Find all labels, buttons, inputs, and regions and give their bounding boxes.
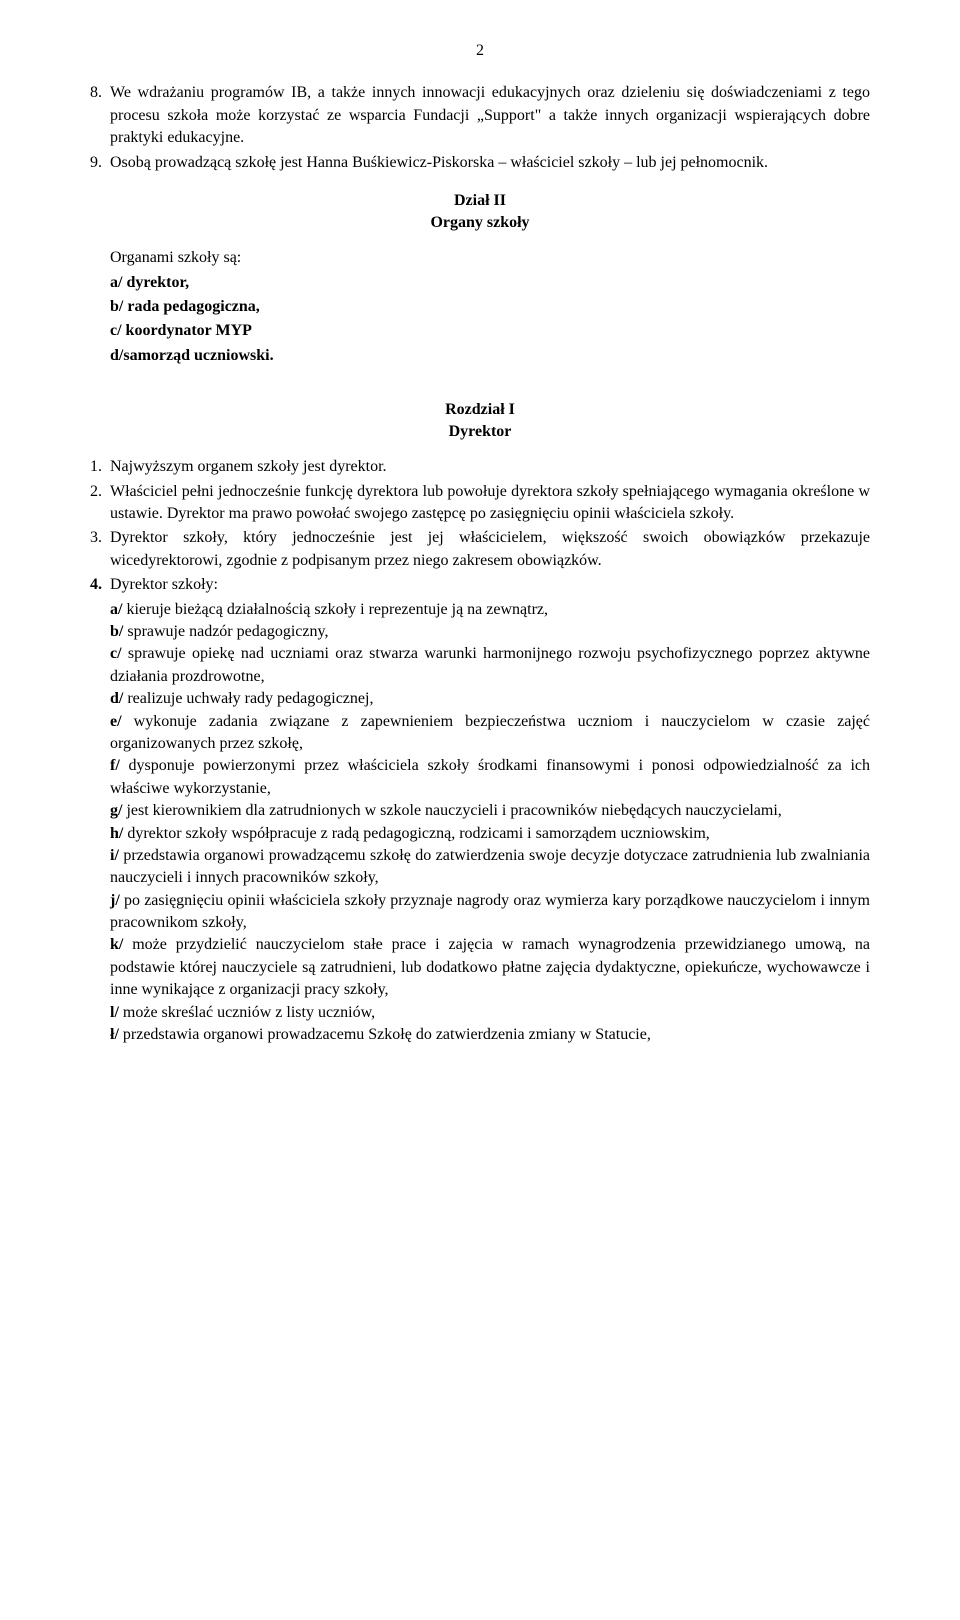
- subitem-b: b/ sprawuje nadzór pedagogiczny,: [110, 621, 870, 643]
- sub-text: przedstawia organowi prowadzącemu szkołę…: [110, 847, 870, 886]
- organy-a-label: a/ dyrektor,: [110, 274, 189, 291]
- sub-label: e/: [110, 713, 122, 730]
- list-item-3: 3. Dyrektor szkoły, który jednocześnie j…: [90, 527, 870, 572]
- subitem-k: k/ może przydzielić nauczycielom stałe p…: [110, 934, 870, 1001]
- list-item-4: 4. Dyrektor szkoły:: [90, 574, 870, 596]
- subitem-g: g/ jest kierownikiem dla zatrudnionych w…: [110, 800, 870, 822]
- item-number: 1.: [90, 456, 110, 478]
- subitem-a: a/ kieruje bieżącą działalnością szkoły …: [110, 599, 870, 621]
- list-item-1: 1. Najwyższym organem szkoły jest dyrekt…: [90, 456, 870, 478]
- sub-label: a/: [110, 601, 122, 618]
- sub-text: sprawuje nadzór pedagogiczny,: [123, 623, 328, 640]
- subitem-j: j/ po zasięgnięciu opinii właściciela sz…: [110, 890, 870, 935]
- item-text: Właściciel pełni jednocześnie funkcję dy…: [110, 481, 870, 526]
- organy-item-c: c/ koordynator MYP: [110, 320, 870, 342]
- sub-label: d/: [110, 690, 123, 707]
- sub-text: przedstawia organowi prowadzacemu Szkołę…: [119, 1026, 651, 1043]
- organy-item-a: a/ dyrektor,: [110, 272, 870, 294]
- subitem-h: h/ dyrektor szkoły współpracuje z radą p…: [110, 823, 870, 845]
- item-number: 8.: [90, 82, 110, 149]
- organy-c-label: c/ koordynator MYP: [110, 322, 252, 339]
- sub-label: g/: [110, 802, 122, 819]
- subitem-i: i/ przedstawia organowi prowadzącemu szk…: [110, 845, 870, 890]
- list-item-9: 9. Osobą prowadzącą szkołę jest Hanna Bu…: [90, 152, 870, 174]
- sub-label: ł/: [110, 1026, 119, 1043]
- sub-label: j/: [110, 892, 120, 909]
- subitem-f: f/ dysponuje powierzonymi przez właścici…: [110, 755, 870, 800]
- sub-text: realizuje uchwały rady pedagogicznej,: [123, 690, 373, 707]
- heading-line-1: Dział II: [90, 190, 870, 212]
- organy-list: Organami szkoły są: a/ dyrektor, b/ rada…: [110, 247, 870, 367]
- section-heading-dzial-2: Dział II Organy szkoły: [90, 190, 870, 233]
- page-number: 2: [90, 40, 870, 62]
- sub-text: wykonuje zadania związane z zapewnieniem…: [110, 713, 870, 752]
- item-number: 4.: [90, 574, 110, 596]
- list-item-8: 8. We wdrażaniu programów IB, a także in…: [90, 82, 870, 149]
- heading-line-2: Dyrektor: [90, 421, 870, 443]
- item-number: 3.: [90, 527, 110, 572]
- organy-intro: Organami szkoły są:: [110, 247, 870, 269]
- subitem-ll: ł/ przedstawia organowi prowadzacemu Szk…: [110, 1024, 870, 1046]
- item-text: Najwyższym organem szkoły jest dyrektor.: [110, 456, 870, 478]
- sub-label: f/: [110, 757, 120, 774]
- sub-label: c/: [110, 645, 122, 662]
- item-text: Dyrektor szkoły:: [110, 574, 870, 596]
- list-item-2: 2. Właściciel pełni jednocześnie funkcję…: [90, 481, 870, 526]
- section-heading-rozdzial-1: Rozdział I Dyrektor: [90, 399, 870, 442]
- item-text: We wdrażaniu programów IB, a także innyc…: [110, 82, 870, 149]
- sub-label: b/: [110, 623, 123, 640]
- subitem-l: l/ może skreślać uczniów z listy uczniów…: [110, 1002, 870, 1024]
- sub-text: dysponuje powierzonymi przez właściciela…: [110, 757, 870, 796]
- item-number: 2.: [90, 481, 110, 526]
- organy-item-d: d/samorząd uczniowski.: [110, 345, 870, 367]
- sub-text: dyrektor szkoły współpracuje z radą peda…: [123, 825, 709, 842]
- sub-text: może skreślać uczniów z listy uczniów,: [119, 1004, 375, 1021]
- item-text: Dyrektor szkoły, który jednocześnie jest…: [110, 527, 870, 572]
- sub-label: i/: [110, 847, 119, 864]
- subitem-d: d/ realizuje uchwały rady pedagogicznej,: [110, 688, 870, 710]
- organy-item-b: b/ rada pedagogiczna,: [110, 296, 870, 318]
- sub-label: l/: [110, 1004, 119, 1021]
- item-text: Osobą prowadzącą szkołę jest Hanna Buśki…: [110, 152, 870, 174]
- heading-line-1: Rozdział I: [90, 399, 870, 421]
- organy-b-label: b/ rada pedagogiczna,: [110, 298, 260, 315]
- subitem-e: e/ wykonuje zadania związane z zapewnien…: [110, 711, 870, 756]
- subitem-c: c/ sprawuje opiekę nad uczniami oraz stw…: [110, 643, 870, 688]
- sub-text: może przydzielić nauczycielom stałe prac…: [110, 936, 870, 998]
- organy-d-label: d/samorząd uczniowski.: [110, 347, 274, 364]
- sub-text: po zasięgnięciu opinii właściciela szkoł…: [110, 892, 870, 931]
- sub-text: sprawuje opiekę nad uczniami oraz stwarz…: [110, 645, 870, 684]
- sub-label: k/: [110, 936, 123, 953]
- sub-text: kieruje bieżącą działalnością szkoły i r…: [122, 601, 548, 618]
- sub-text: jest kierownikiem dla zatrudnionych w sz…: [122, 802, 781, 819]
- sub-label: h/: [110, 825, 123, 842]
- heading-line-2: Organy szkoły: [90, 212, 870, 234]
- item-number: 9.: [90, 152, 110, 174]
